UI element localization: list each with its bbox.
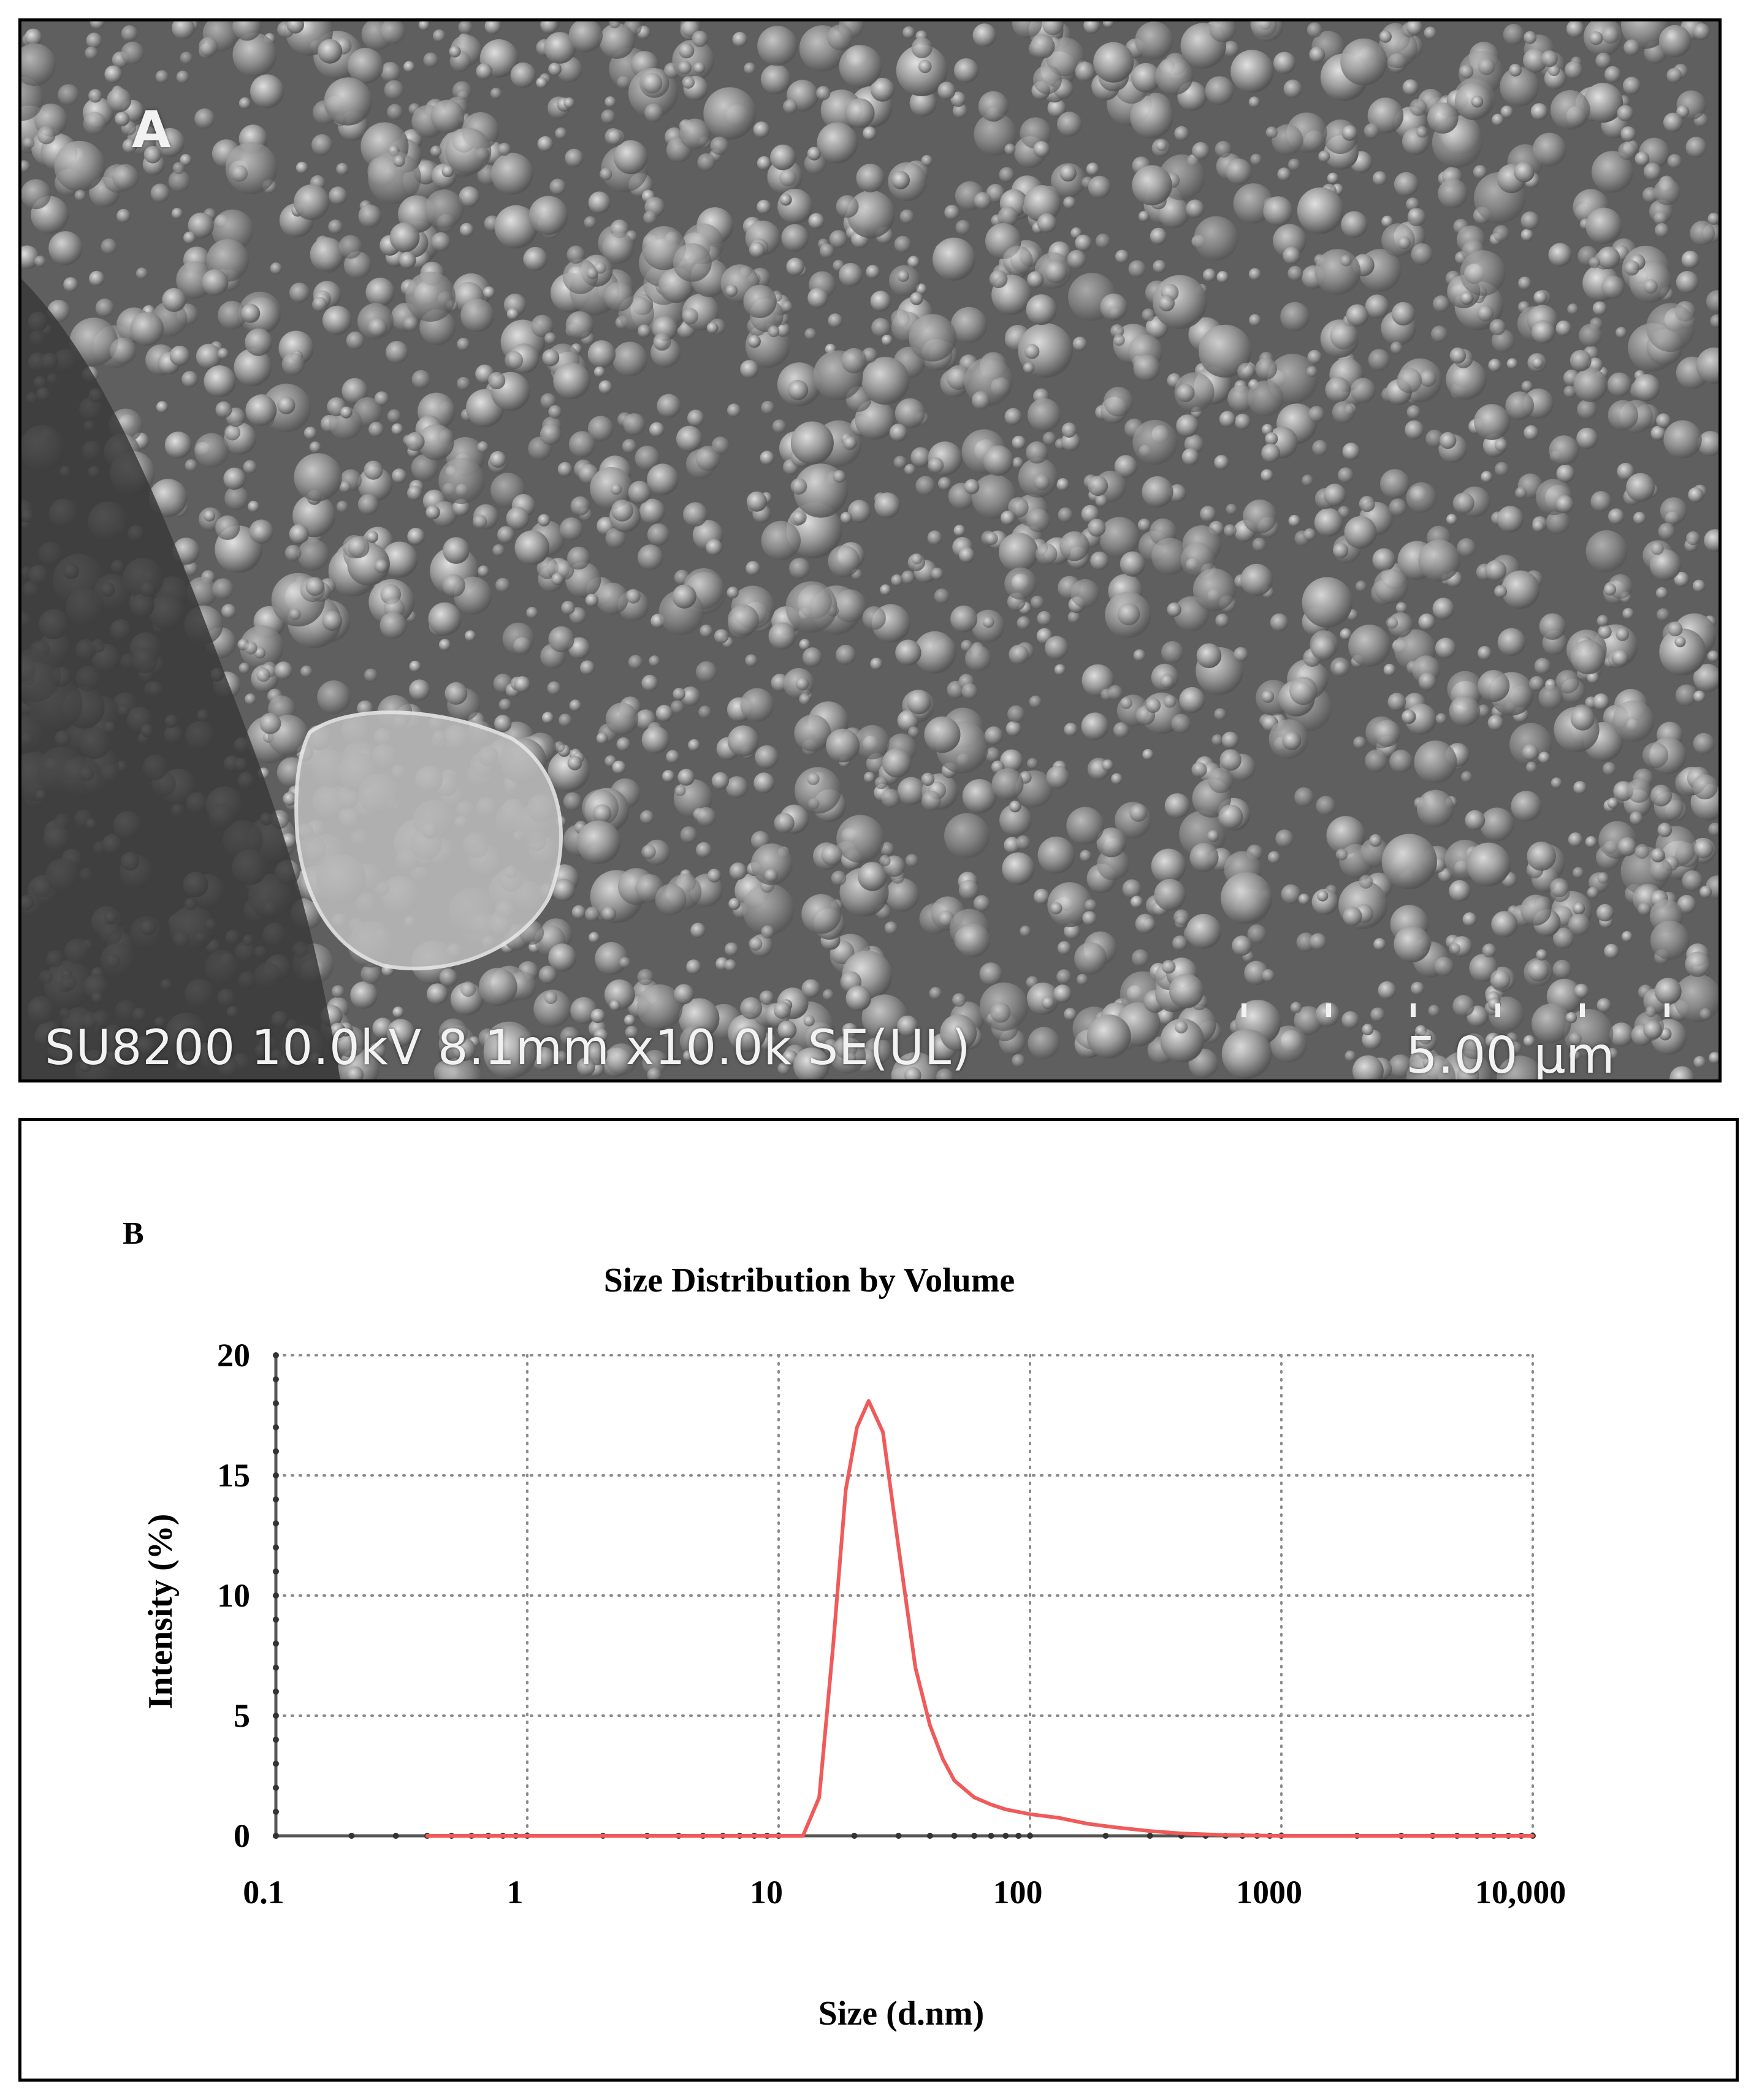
x-minor-tick [895,1833,902,1839]
y-minor-tick [273,1544,279,1551]
y-minor-tick [273,1448,279,1455]
tick-labels: 0 5 10 15 20 0.1 1 10 100 1000 10,000 [217,1337,1566,1911]
large-agglomerate [294,710,563,971]
y-minor-tick [273,1664,279,1671]
y-minor-tick [273,1496,279,1503]
sem-info-bar: SU8200 10.0kV 8.1mm x10.0k SE(UL) [45,1021,971,1076]
y-minor-tick [273,1520,279,1527]
x-axis-label: Size (d.nm) [818,1995,985,2033]
x-tick-label: 100 [993,1874,1043,1911]
sem-micrograph [21,21,1719,1079]
x-minor-tick [851,1833,858,1839]
scale-bar-label: 5.00 µm [1406,1027,1615,1082]
chart-title: Size Distribution by Volume [604,1261,1015,1299]
x-minor-tick [971,1833,978,1839]
x-minor-tick [1146,1833,1153,1839]
x-minor-tick [392,1833,399,1839]
panel-a-label: A [132,101,171,159]
x-minor-tick [273,1833,279,1839]
y-minor-tick [273,1713,279,1719]
y-minor-tick [273,1592,279,1599]
panel-b-size-distribution: B Size Distribution by Volume Intensity … [18,1118,1739,2082]
series-layer [425,1399,1535,1838]
y-minor-tick [273,1376,279,1383]
y-minor-tick [273,1400,279,1407]
x-minor-tick [1102,1833,1109,1839]
y-minor-tick [273,1784,279,1791]
y-tick-label: 10 [217,1577,250,1614]
panel-b-label: B [123,1216,144,1251]
y-tick-label: 5 [234,1697,250,1734]
size-distribution-chart: B Size Distribution by Volume Intensity … [123,1216,1566,2033]
y-minor-tick [273,1688,279,1695]
y-minor-tick [273,1424,279,1431]
nanoparticle-texture [21,21,1719,1079]
x-minor-tick [1015,1833,1022,1839]
y-axis-label: Intensity (%) [142,1514,180,1710]
scale-bar-ticks [1242,1003,1669,1017]
y-minor-tick [273,1737,279,1743]
x-minor-tick [348,1833,355,1839]
y-minor-tick [273,1808,279,1815]
x-tick-label: 10 [750,1874,783,1911]
y-tick-label: 0 [234,1817,250,1854]
y-minor-tick [273,1616,279,1623]
panel-a-sem-image: A SU8200 10.0kV 8.1mm x10.0k SE(UL) 5.00… [18,18,1722,1082]
x-minor-tick [951,1833,958,1839]
y-minor-tick [273,1568,279,1575]
x-tick-label: 1000 [1236,1874,1302,1911]
x-minor-tick [1027,1833,1033,1839]
y-minor-tick [273,1760,279,1767]
x-minor-tick [1002,1833,1009,1839]
x-tick-label: 1 [507,1874,524,1911]
x-minor-tick [988,1833,994,1839]
y-minor-tick [273,1472,279,1478]
y-minor-tick [273,1640,279,1647]
x-minor-tick [926,1833,933,1839]
series-line-0 [425,1399,1535,1838]
x-tick-label: 0.1 [243,1874,284,1911]
x-tick-label: 10,000 [1475,1874,1566,1911]
y-tick-label: 15 [217,1457,250,1494]
dark-void-region [21,279,340,1079]
y-minor-tick [273,1352,279,1358]
y-tick-label: 20 [217,1337,250,1374]
